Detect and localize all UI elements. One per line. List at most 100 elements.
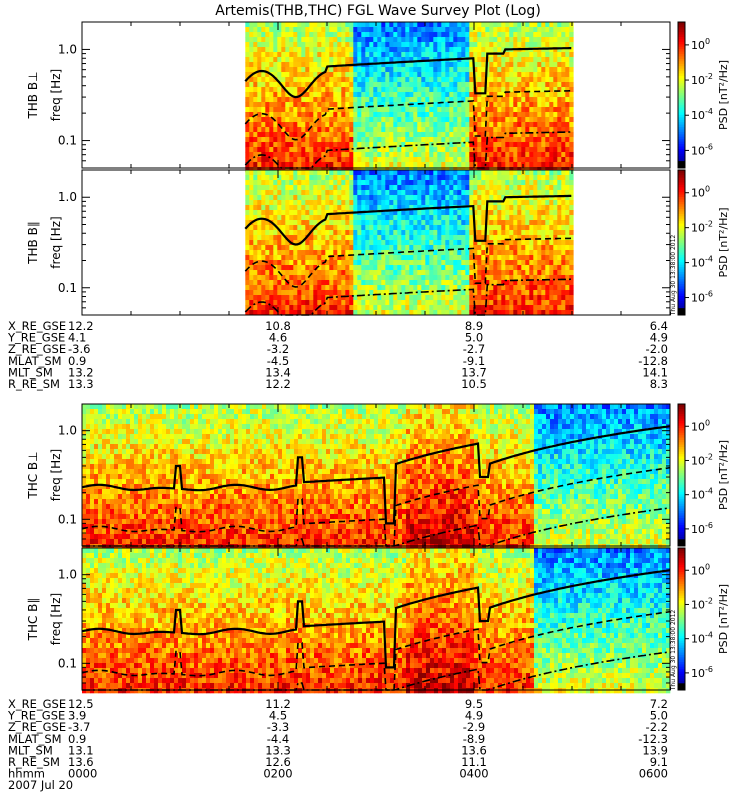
psd-cell [257,122,262,128]
psd-cell [441,255,446,261]
psd-cell [341,230,346,236]
psd-cell [417,190,422,196]
psd-cell [501,255,506,261]
psd-cell [333,240,338,246]
psd-cell [249,265,254,271]
psd-cell [405,47,410,53]
psd-cell [293,157,298,163]
psd-cell [369,230,374,236]
psd-cell [265,210,270,216]
psd-cell [549,77,554,83]
psd-cell [389,290,394,296]
psd-cell [473,290,478,296]
psd-cell [453,235,458,241]
psd-cell [369,285,374,291]
psd-cell [353,290,358,296]
psd-cell [401,62,406,68]
psd-cell [337,87,342,93]
psd-cell [489,122,494,128]
psd-cell [409,112,414,118]
psd-cell [529,180,534,186]
psd-cell [257,132,262,138]
psd-cell [249,97,254,103]
psd-cell [393,190,398,196]
psd-cell [345,122,350,128]
psd-cell [565,260,570,266]
psd-cell [305,122,310,128]
psd-cell [361,260,366,266]
psd-cell [445,200,450,206]
psd-cell [481,32,486,38]
psd-cell [481,285,486,291]
psd-cell [541,200,546,206]
psd-cell [453,32,458,38]
psd-cell [373,122,378,128]
psd-cell [277,275,282,281]
psd-cell [289,77,294,83]
psd-cell [441,52,446,58]
psd-cell [397,215,402,221]
psd-cell [569,295,574,301]
psd-cell [377,117,382,123]
psd-cell [561,97,566,103]
psd-cell [289,107,294,113]
psd-cell [389,72,394,78]
psd-cell [433,270,438,276]
psd-cell [309,57,314,63]
psd-cell [497,250,502,256]
psd-cell [425,127,430,133]
psd-cell [257,285,262,291]
psd-cell [421,235,426,241]
psd-cell [401,290,406,296]
psd-cell [525,77,530,83]
psd-cell [377,102,382,108]
psd-cell [329,152,334,158]
psd-cell [321,250,326,256]
psd-cell [569,245,574,251]
psd-cell [277,57,282,63]
psd-cell [445,270,450,276]
psd-cell [373,225,378,231]
psd-cell [377,57,382,63]
psd-cell [497,162,502,168]
psd-cell [549,162,554,168]
psd-cell [521,87,526,93]
psd-cell [317,57,322,63]
psd-cell [565,87,570,93]
psd-cell [393,295,398,301]
psd-cell [385,102,390,108]
psd-cell [257,200,262,206]
psd-cell [425,180,430,186]
psd-cell [537,275,542,281]
psd-cell [265,72,270,78]
psd-cell [525,250,530,256]
psd-cell [505,295,510,301]
psd-cell [317,195,322,201]
psd-cell [533,185,538,191]
psd-cell [281,42,286,48]
psd-cell [373,47,378,53]
psd-cell [297,235,302,241]
psd-cell [497,87,502,93]
psd-cell [393,200,398,206]
psd-cell [301,152,306,158]
psd-cell [357,265,362,271]
psd-cell [317,225,322,231]
psd-cell [453,52,458,58]
psd-cell [477,107,482,113]
psd-cell [557,157,562,163]
psd-cell [309,200,314,206]
psd-cell [445,210,450,216]
psd-cell [321,240,326,246]
psd-cell [453,210,458,216]
psd-cell [369,27,374,33]
psd-cell [301,215,306,221]
psd-cell [345,300,350,306]
psd-cell [453,280,458,286]
psd-cell [341,215,346,221]
psd-cell [361,255,366,261]
psd-cell [533,57,538,63]
psd-cell [301,67,306,73]
psd-cell [449,127,454,133]
psd-cell [305,215,310,221]
